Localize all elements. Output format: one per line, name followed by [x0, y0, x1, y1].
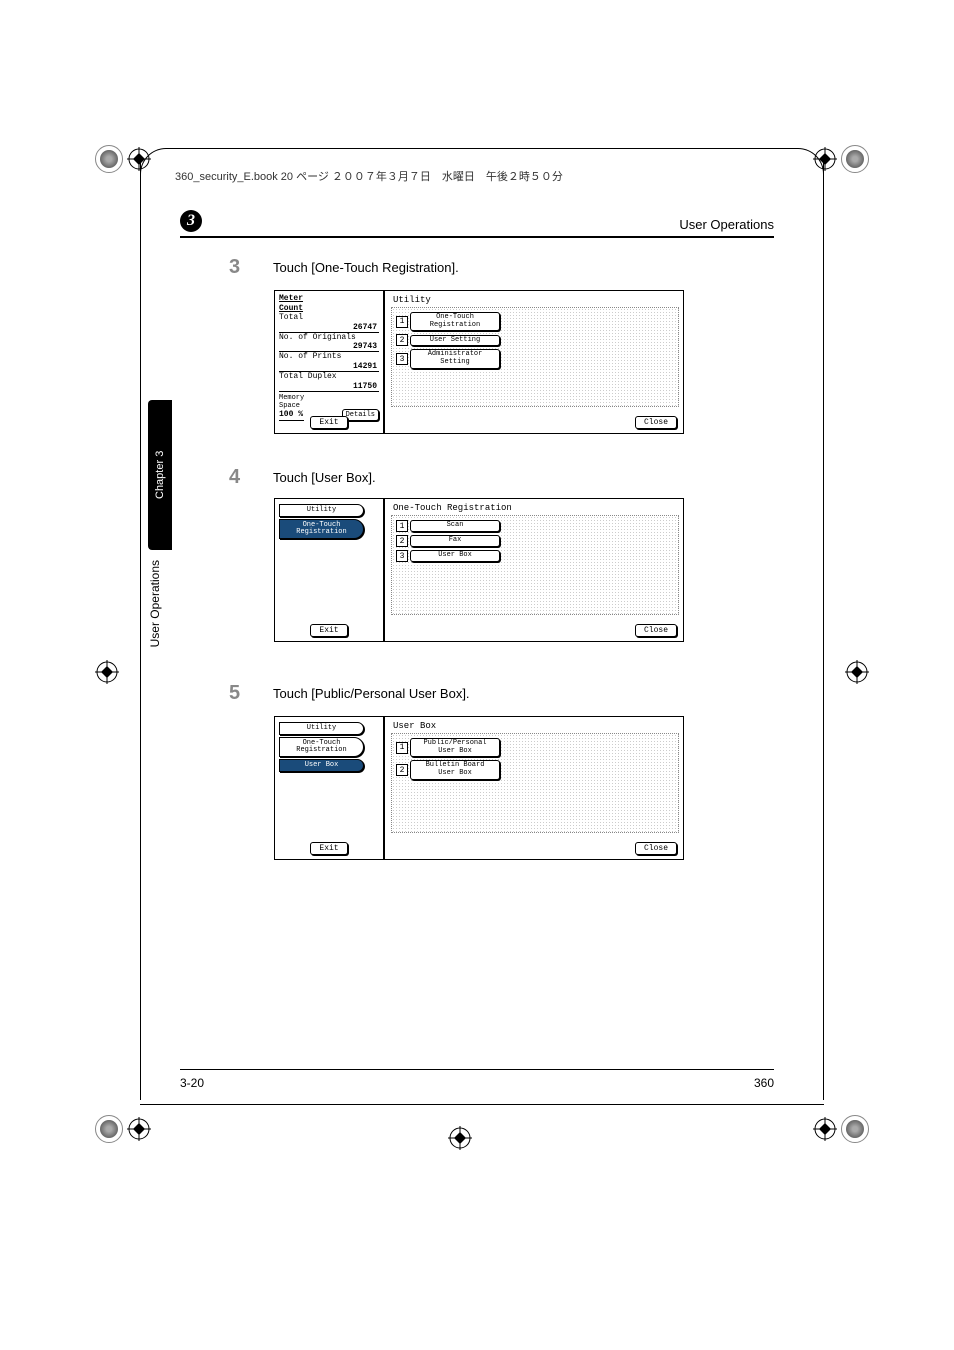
shot4-menu2-button[interactable]: Fax — [410, 535, 500, 547]
sidebar-section-label: User Operations — [148, 560, 168, 647]
shot5-menu1-num: 1 — [396, 742, 408, 754]
shot3-meter-title: Meter Count — [279, 294, 379, 313]
page-bottom-line — [140, 1104, 824, 1105]
shot3-menu3-button[interactable]: Administrator Setting — [410, 349, 500, 368]
shot4-bc-onetouch[interactable]: One-Touch Registration — [279, 519, 364, 539]
crop-mark-ml — [95, 660, 119, 689]
step-3-text: Touch [One-Touch Registration]. — [273, 260, 774, 275]
shot3-menu2-button[interactable]: User Setting — [410, 335, 500, 347]
shot4-left-panel: Utility One-Touch Registration Exit — [275, 499, 385, 641]
shot3-orig-val: 29743 — [279, 342, 379, 352]
shot4-exit-button[interactable]: Exit — [310, 624, 347, 637]
shot3-left-panel: Meter Count Total 26747 No. of Originals… — [275, 291, 385, 433]
step-5-text: Touch [Public/Personal User Box]. — [273, 686, 774, 701]
shot4-menu1-button[interactable]: Scan — [410, 520, 500, 532]
crop-mark-bm — [448, 1126, 472, 1155]
shot4-bc-utility[interactable]: Utility — [279, 504, 364, 517]
shot5-menu1-button[interactable]: Public/Personal User Box — [410, 738, 500, 757]
shot3-duplex-label: Total Duplex — [279, 372, 379, 382]
shot3-right-panel: Utility 1One-Touch Registration 2User Se… — [387, 291, 683, 433]
shot3-mem-label: Memory Space — [279, 394, 304, 411]
shot5-menu2-button[interactable]: Bulletin Board User Box — [410, 760, 500, 779]
shot5-left-panel: Utility One-Touch Registration User Box … — [275, 717, 385, 859]
step-4-text: Touch [User Box]. — [273, 470, 774, 485]
header-title: User Operations — [679, 217, 774, 232]
step-4-number: 4 — [229, 466, 240, 489]
sidebar-chapter-tab: Chapter 3 — [148, 400, 172, 550]
shot5-right-panel: User Box 1Public/Personal User Box 2Bull… — [387, 717, 683, 859]
screenshot-3: Meter Count Total 26747 No. of Originals… — [274, 290, 684, 434]
step-3: 3 Touch [One-Touch Registration]. — [235, 260, 774, 275]
screenshot-5: Utility One-Touch Registration User Box … — [274, 716, 684, 860]
shot3-total-val: 26747 — [279, 323, 379, 333]
shot5-right-title: User Box — [391, 719, 679, 733]
screenshot-4: Utility One-Touch Registration Exit One-… — [274, 498, 684, 642]
shot3-prints-val: 14291 — [279, 362, 379, 372]
shot4-right-title: One-Touch Registration — [391, 501, 679, 515]
shot3-total-label: Total — [279, 313, 379, 323]
section-header: 3 User Operations — [180, 210, 774, 238]
shot5-bc-onetouch[interactable]: One-Touch Registration — [279, 737, 364, 757]
chapter-icon: 3 — [180, 210, 202, 232]
shot3-close-button[interactable]: Close — [635, 416, 677, 429]
shot4-menu3-button[interactable]: User Box — [410, 550, 500, 562]
step-3-number: 3 — [229, 256, 240, 279]
shot3-duplex-val: 11750 — [279, 382, 379, 392]
shot3-menu3-num: 3 — [396, 353, 408, 365]
step-5: 5 Touch [Public/Personal User Box]. — [235, 686, 774, 701]
step-5-number: 5 — [229, 682, 240, 705]
footer-model: 360 — [754, 1076, 774, 1090]
shot5-close-button[interactable]: Close — [635, 842, 677, 855]
shot4-right-panel: One-Touch Registration 1Scan 2Fax 3User … — [387, 499, 683, 641]
shot5-menu2-num: 2 — [396, 764, 408, 776]
shot4-menu3-num: 3 — [396, 550, 408, 562]
step-4: 4 Touch [User Box]. — [235, 470, 774, 485]
shot5-bc-utility[interactable]: Utility — [279, 722, 364, 735]
shot3-menu1-button[interactable]: One-Touch Registration — [410, 312, 500, 331]
footer-page-num: 3-20 — [180, 1076, 204, 1090]
shot3-right-title: Utility — [391, 293, 679, 307]
shot3-prints-label: No. of Prints — [279, 352, 379, 362]
shot4-close-button[interactable]: Close — [635, 624, 677, 637]
shot4-menu1-num: 1 — [396, 520, 408, 532]
shot3-menu1-num: 1 — [396, 316, 408, 328]
shot3-exit-button[interactable]: Exit — [310, 416, 347, 429]
shot3-menu2-num: 2 — [396, 334, 408, 346]
shot5-bc-userbox[interactable]: User Box — [279, 759, 364, 772]
shot3-orig-label: No. of Originals — [279, 333, 379, 343]
crop-mark-mr — [845, 660, 869, 689]
page-footer: 3-20 360 — [180, 1069, 774, 1090]
shot4-menu2-num: 2 — [396, 535, 408, 547]
shot5-exit-button[interactable]: Exit — [310, 842, 347, 855]
